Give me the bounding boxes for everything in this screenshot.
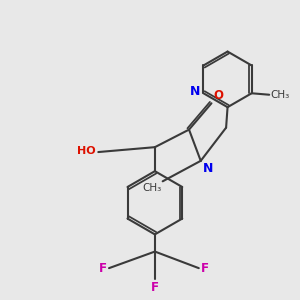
Text: F: F [201, 262, 209, 275]
Text: N: N [190, 85, 200, 98]
Text: HO: HO [77, 146, 95, 156]
Text: CH₃: CH₃ [142, 183, 161, 194]
Text: O: O [214, 89, 224, 102]
Text: N: N [203, 162, 213, 175]
Text: F: F [99, 262, 107, 275]
Text: F: F [151, 281, 159, 294]
Text: CH₃: CH₃ [271, 90, 290, 100]
